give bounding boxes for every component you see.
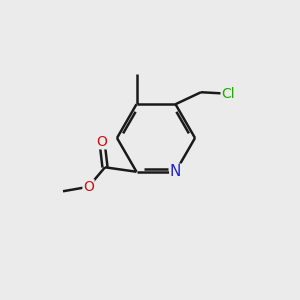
Text: O: O: [97, 135, 107, 149]
Text: N: N: [170, 164, 181, 179]
Text: O: O: [83, 180, 94, 194]
Text: Cl: Cl: [221, 87, 235, 101]
